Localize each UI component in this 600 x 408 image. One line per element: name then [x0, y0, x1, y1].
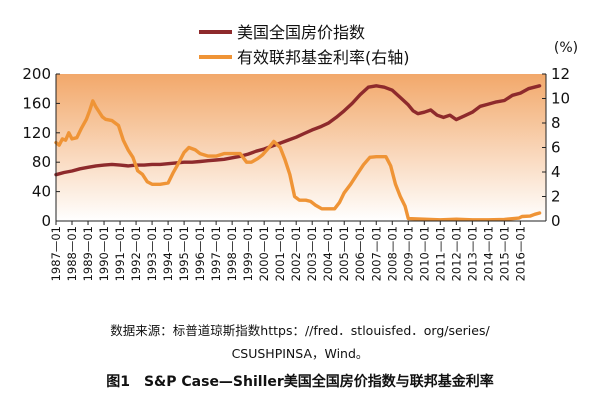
x-axis-tick-label: 2012—01	[449, 226, 463, 281]
legend-label: 有效联邦基金利率(右轴)	[237, 48, 410, 67]
x-axis-tick-label: 1996—01	[193, 226, 207, 281]
series-line-home-price-index	[54, 84, 542, 177]
x-axis-tick-label: 1989—01	[81, 226, 95, 281]
x-axis-tick-label: 2009—01	[401, 226, 415, 281]
x-axis-tick-label: 2001—01	[273, 226, 287, 281]
right-axis-tick-label: 8	[551, 114, 561, 132]
x-axis-tick-label: 1987—01	[49, 226, 63, 281]
x-axis-tick-label: 2006—01	[353, 226, 367, 281]
x-axis-tick-label: 2014—01	[481, 226, 495, 281]
x-axis-tick-label: 1990—01	[97, 226, 111, 281]
source-line-1: 数据来源：标普道琼斯指数https：//fred．stlouisfed．org/…	[110, 323, 490, 338]
left-axis-tick-label: 160	[22, 94, 51, 112]
chart-axes: 0 40 80 120 160 200 0 2 4 6 8 10 12 (%) 1987—01 1988—01…	[22, 40, 578, 281]
right-axis-tick-label: 2	[551, 188, 561, 206]
x-axis-tick-label: 2007—01	[369, 226, 383, 281]
x-axis-tick-label: 2004—01	[321, 226, 335, 281]
right-axis-tick-label: 0	[551, 212, 561, 230]
chart-marks	[54, 84, 542, 222]
right-axis-unit: (%)	[554, 40, 578, 56]
right-axis-tick-label: 10	[551, 90, 570, 108]
x-axis-tick-label: 1997—01	[209, 226, 223, 281]
right-axis-tick-label: 12	[551, 65, 570, 83]
x-axis-tick-label: 2008—01	[385, 226, 399, 281]
chart: 0 40 80 120 160 200 0 2 4 6 8 10 12 (%) 1987—01 1988—01…	[22, 23, 578, 281]
x-axis-tick-label: 2016—01	[513, 226, 527, 281]
right-axis-tick-label: 4	[551, 163, 561, 181]
source-line-2: CSUSHPINSA，Wind。	[231, 346, 369, 361]
x-axis-tick-label: 2015—01	[497, 226, 511, 281]
x-axis-tick-label: 2002—01	[289, 226, 303, 281]
x-axis-tick-label: 2013—01	[465, 226, 479, 281]
x-axis-tick-label: 1995—01	[177, 226, 191, 281]
x-axis-tick-label: 2011—01	[433, 226, 447, 281]
x-axis-tick-label: 1993—01	[145, 226, 159, 281]
x-axis-tick-label: 1988—01	[65, 226, 79, 281]
figure-caption: 图1 S&P Case—Shiller美国全国房价指数与联邦基金利率	[106, 374, 494, 390]
left-axis-tick-label: 40	[32, 183, 51, 201]
left-axis-tick-label: 120	[22, 124, 51, 142]
x-axis-tick-label: 2003—01	[305, 226, 319, 281]
x-axis-tick-label: 1999—01	[241, 226, 255, 281]
plot-background	[56, 74, 546, 221]
left-axis-tick-label: 80	[32, 153, 51, 171]
x-axis-tick-label: 2000—01	[257, 226, 271, 281]
x-axis-tick-label: 2005—01	[337, 226, 351, 281]
series-line-fed-funds-rate	[54, 99, 542, 222]
x-axis-tick-label: 1994—01	[161, 226, 175, 281]
left-axis-tick-label: 0	[41, 212, 51, 230]
x-axis-tick-label: 2010—01	[417, 226, 431, 281]
legend-label: 美国全国房价指数	[237, 23, 365, 42]
x-axis-tick-label: 1992—01	[129, 226, 143, 281]
right-axis-tick-label: 6	[551, 139, 561, 157]
x-axis-tick-label: 1998—01	[225, 226, 239, 281]
left-axis-tick-label: 200	[22, 65, 51, 83]
x-axis-tick-label: 1991—01	[113, 226, 127, 281]
